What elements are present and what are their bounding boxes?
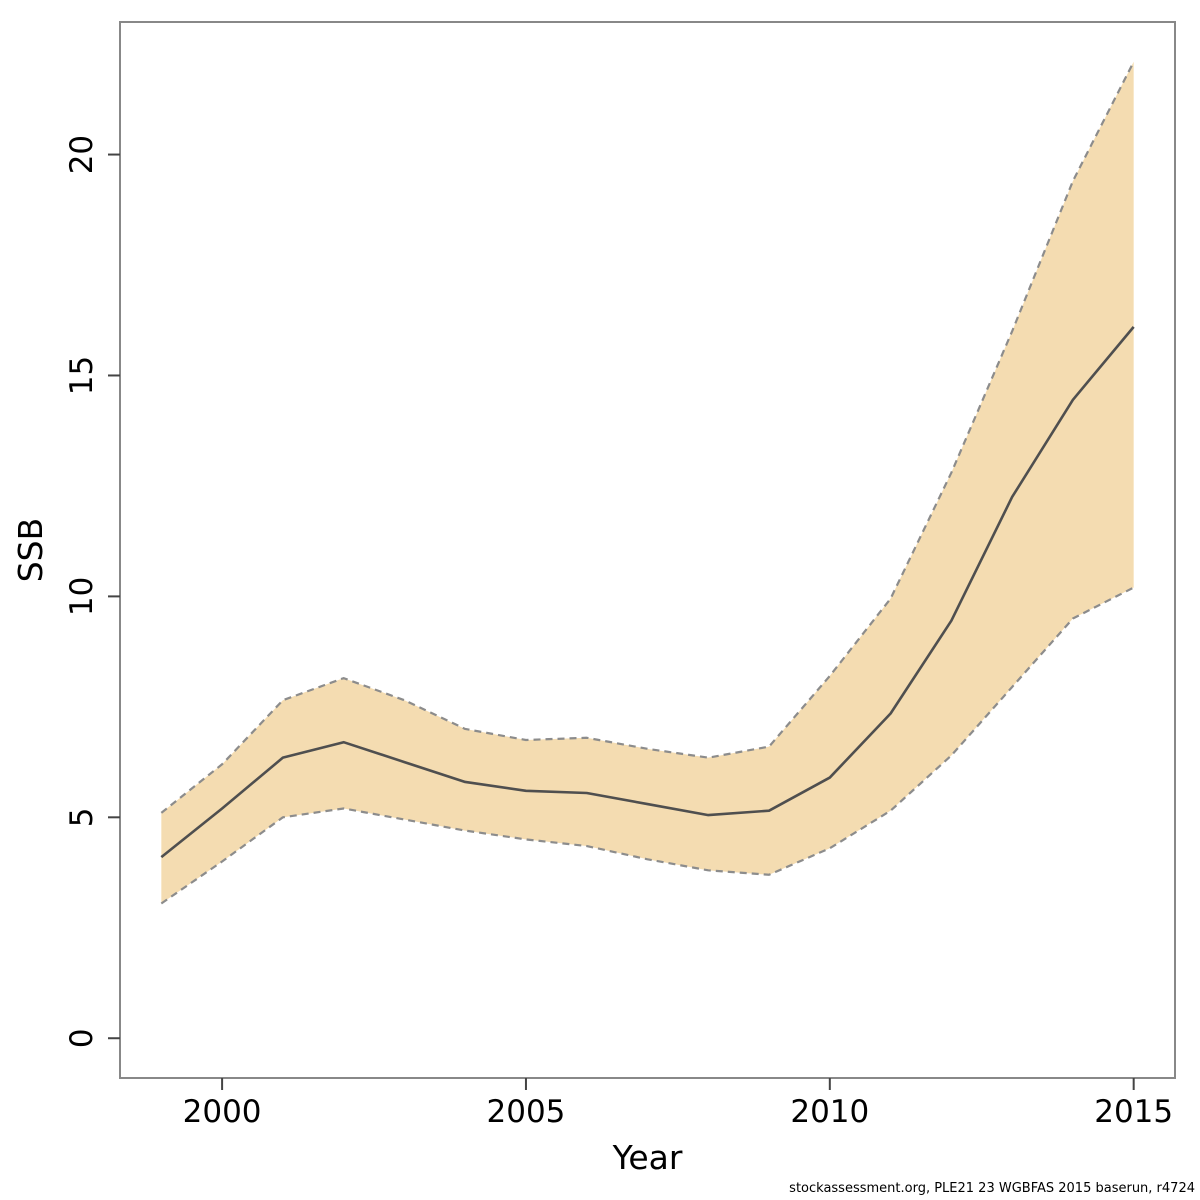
ssb-upper-ci-line	[160, 61, 1135, 814]
source-citation: stockassessment.org, PLE21 23 WGBFAS 201…	[789, 1181, 1195, 1196]
x-axis-title: Year	[612, 1138, 683, 1177]
ssb-lower-ci-line	[160, 586, 1135, 905]
y-tick-label: 10	[64, 577, 100, 616]
y-tick-label: 15	[64, 356, 100, 395]
x-tick-label: 2015	[1094, 1094, 1173, 1130]
confidence-band	[161, 61, 1134, 904]
x-tick-label: 2010	[790, 1094, 869, 1130]
ssb-estimate-line	[160, 326, 1135, 859]
y-tick-label: 20	[64, 135, 100, 174]
y-tick-label: 0	[64, 1028, 100, 1048]
plot-border	[119, 21, 1176, 1079]
x-tick-label: 2005	[487, 1094, 566, 1130]
y-axis-title: SSB	[11, 518, 50, 583]
x-tick-label: 2000	[183, 1094, 262, 1130]
y-tick-label: 5	[64, 807, 100, 827]
